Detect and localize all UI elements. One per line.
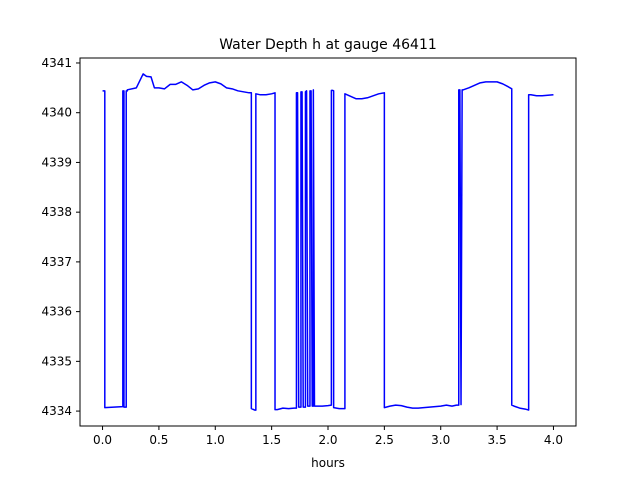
x-tick-label: 0.5 [149, 433, 168, 447]
y-tick-label: 4341 [41, 56, 72, 70]
x-tick-label: 1.5 [262, 433, 281, 447]
x-axis: 0.0 0.5 1.0 1.5 2.0 2.5 3.0 3.5 4.0 [93, 426, 563, 447]
y-tick-label: 4335 [41, 354, 72, 368]
y-tick-label: 4340 [41, 106, 72, 120]
x-tick-label: 3.0 [431, 433, 450, 447]
series-line-0 [102, 73, 554, 411]
axes-frame [79, 57, 577, 427]
y-tick-label: 4338 [41, 205, 72, 219]
x-tick-label: 3.5 [488, 433, 507, 447]
x-tick-label: 0.0 [93, 433, 112, 447]
plot-area [79, 57, 577, 427]
y-tick-label: 4339 [41, 155, 72, 169]
y-tick-label: 4336 [41, 305, 72, 319]
x-axis-label: hours [311, 456, 345, 470]
x-tick-label: 1.0 [206, 433, 225, 447]
x-tick-label: 2.0 [318, 433, 337, 447]
y-axis: 4334 4335 4336 4337 4338 4339 4340 4341 [41, 56, 80, 418]
x-tick-label: 4.0 [544, 433, 563, 447]
x-tick-label: 2.5 [375, 433, 394, 447]
y-tick-label: 4337 [41, 255, 72, 269]
chart-title: Water Depth h at gauge 46411 [219, 37, 437, 53]
y-tick-label: 4334 [41, 404, 72, 418]
